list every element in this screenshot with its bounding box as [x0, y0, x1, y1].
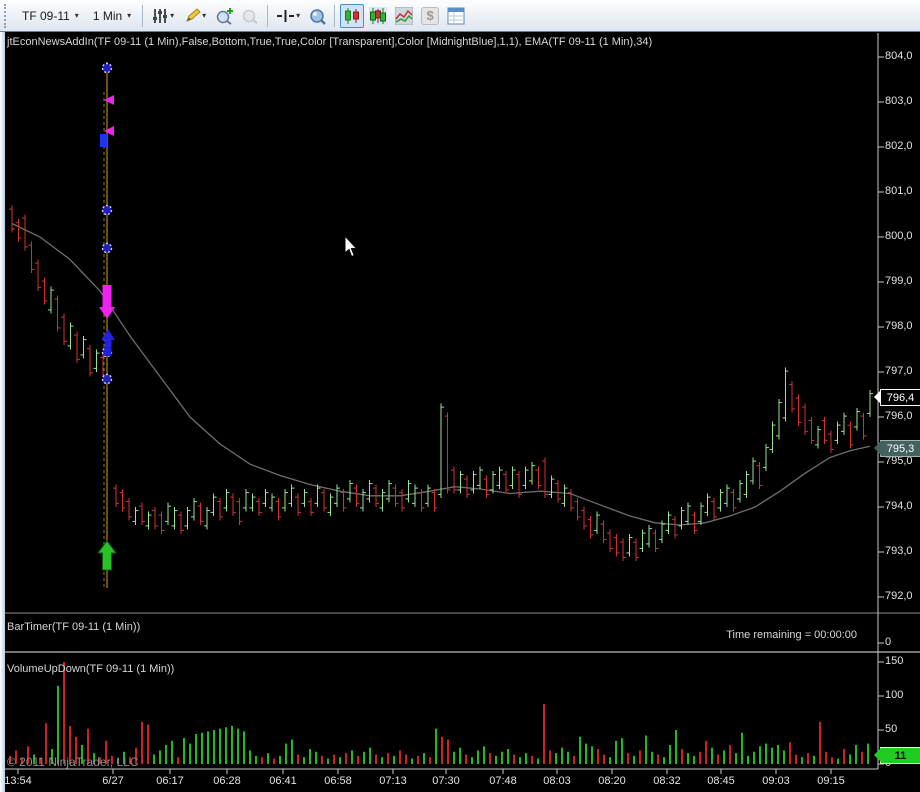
time-tick-label: 06:58: [324, 775, 352, 787]
chevron-down-icon: ▾: [127, 10, 132, 20]
last-price-tag: 796,4: [874, 389, 920, 406]
dollar-icon[interactable]: $: [418, 4, 442, 28]
time-tick-label: 08:45: [707, 775, 735, 787]
time-tick-label: 08:20: [598, 775, 626, 787]
drawing-tools-icon[interactable]: ▾: [180, 4, 210, 28]
interval-label: 1 Min: [92, 8, 123, 23]
price-tick-label: 792,0: [885, 590, 913, 602]
price-tick-label: 799,0: [885, 275, 913, 287]
mouse-cursor: [344, 235, 358, 258]
ema-price-tag: 795,3: [874, 440, 920, 457]
toolbar-grip[interactable]: [4, 3, 10, 28]
bartimer-label: BarTimer(TF 09-11 (1 Min)): [7, 621, 141, 633]
zoom-in-icon[interactable]: [212, 4, 236, 28]
time-tick-label: 08:32: [653, 775, 681, 787]
time-tick-label: 09:03: [762, 775, 790, 787]
instrument-selector[interactable]: TF 09-11 ▾: [15, 6, 86, 26]
chevron-down-icon: ▾: [296, 10, 301, 20]
time-tick-label: 08:03: [543, 775, 571, 787]
time-remaining-label: Time remaining = 00:00:00: [726, 629, 857, 641]
toolbar-separator: [267, 4, 269, 27]
price-tick-label: 795,0: [885, 455, 913, 467]
toolbar-separator: [142, 4, 144, 27]
price-tick-label: 797,0: [885, 365, 913, 377]
toolbar-separator: [334, 4, 336, 27]
time-tick-label: 06:41: [269, 775, 297, 787]
price-tick-label: 793,0: [885, 545, 913, 557]
time-tick-label: 07:48: [489, 775, 517, 787]
price-tick-label: 798,0: [885, 320, 913, 332]
price-tick-label: 802,0: [885, 140, 913, 152]
chevron-down-icon: ▾: [170, 10, 175, 20]
copyright-label: © 2011 NinjaTrader, LLC: [7, 755, 139, 769]
time-tick-label: 06:28: [213, 775, 241, 787]
volume-tick-label: 50: [885, 723, 898, 735]
bars-panel-icon[interactable]: [366, 4, 390, 28]
last-volume-tag: 11: [874, 747, 920, 764]
time-tick-label: 09:15: [817, 775, 845, 787]
price-tick-label: 803,0: [885, 95, 913, 107]
indicator-label: jtEconNewsAddIn(TF 09-11 (1 Min),False,B…: [7, 36, 653, 48]
time-tick-label: 07:13: [379, 775, 407, 787]
toolbar: TF 09-11 ▾ 1 Min ▾ ▾ ▾ ▾: [0, 0, 920, 32]
interval-selector[interactable]: 1 Min ▾: [86, 6, 138, 26]
window-left-border: [0, 32, 5, 792]
price-tick-label: 800,0: [885, 230, 913, 242]
volume-label: VolumeUpDown(TF 09-11 (1 Min)): [7, 663, 175, 675]
chevron-down-icon: ▾: [202, 10, 207, 20]
price-tick-label: 794,0: [885, 500, 913, 512]
data-box-icon[interactable]: [305, 4, 329, 28]
indicator-dialog-icon[interactable]: ▾: [148, 4, 178, 28]
time-tick-label: 6/27: [102, 775, 124, 787]
crosshair-icon[interactable]: ▾: [273, 4, 303, 28]
volume-tick-label: 150: [885, 655, 904, 667]
price-tick-label: 801,0: [885, 185, 913, 197]
time-tick-label: 13:54: [4, 775, 32, 787]
time-tick-label: 06:17: [156, 775, 184, 787]
chart-style-icon[interactable]: [340, 3, 365, 28]
chevron-down-icon: ▾: [74, 10, 79, 20]
zoom-out-icon[interactable]: [238, 4, 262, 28]
volume-tick-label: 100: [885, 689, 904, 701]
time-tick-label: 07:30: [432, 775, 460, 787]
price-tick-label: 804,0: [885, 50, 913, 62]
line-chart-icon[interactable]: [392, 4, 416, 28]
instrument-label: TF 09-11: [22, 8, 70, 23]
data-grid-icon[interactable]: [444, 4, 468, 28]
price-tick-label: 796,0: [885, 410, 913, 422]
bartimer-tick-label: 0: [885, 636, 892, 648]
